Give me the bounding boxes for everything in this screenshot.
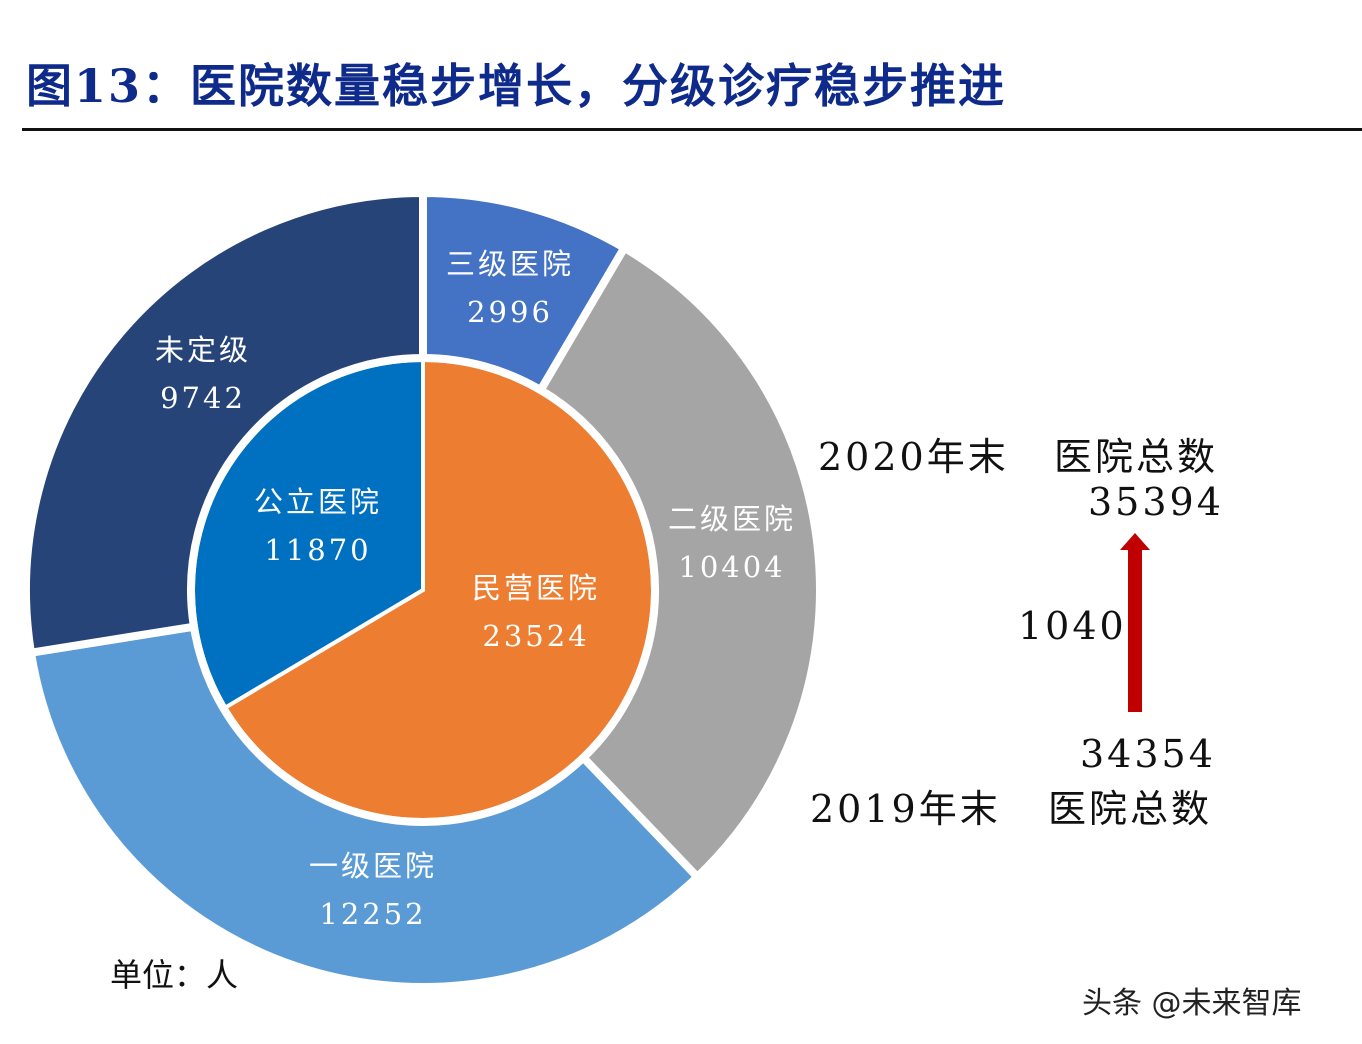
slice-label-ungraded: 未定级 9742 <box>154 333 252 415</box>
chart-title: 图13：医院数量稳步增长，分级诊疗稳步推进 <box>26 59 1007 113</box>
annotation-bottom-label: 2019年末 <box>810 787 1001 831</box>
annotation-top-title: 医院总数 <box>1054 435 1219 479</box>
annotation-bottom-title: 医院总数 <box>1048 787 1213 831</box>
slice-label-secondary: 二级医院 10404 <box>667 502 797 584</box>
slice-label-primary: 一级医院 12252 <box>308 849 438 931</box>
outer-slice-2 <box>26 622 703 991</box>
slice-label-tertiary: 三级医院 2996 <box>445 247 575 329</box>
increase-arrow-head <box>1120 533 1150 550</box>
annotation-top-label: 2020年末 <box>818 435 1009 479</box>
unit-label: 单位：人 <box>110 956 239 994</box>
annotation-top-value: 35394 <box>1088 480 1224 524</box>
annotation-bottom-value: 34354 <box>1080 732 1216 776</box>
annotation-delta: 1040 <box>1018 604 1127 648</box>
watermark: 头条 @未来智库 <box>1082 986 1302 1021</box>
title-divider <box>22 128 1362 131</box>
slice-label-public: 公立医院 11870 <box>253 485 383 567</box>
outer-slice-1 <box>535 242 824 883</box>
slice-label-private: 民营医院 23524 <box>471 571 601 653</box>
outer-slice-3 <box>22 188 427 658</box>
increase-arrow-shaft <box>1128 548 1142 712</box>
